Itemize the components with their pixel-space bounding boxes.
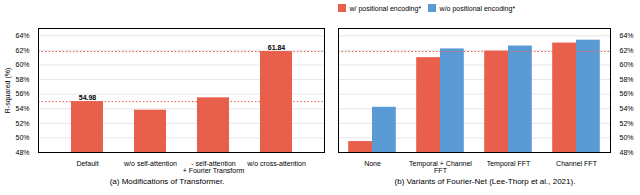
svg-text:w/o self-attention: w/o self-attention <box>123 160 177 167</box>
svg-text:- self-attention+ Fourier Tran: - self-attention+ Fourier Transform <box>183 160 245 174</box>
svg-text:48%: 48% <box>15 149 29 156</box>
svg-text:w/o cross-attention: w/o cross-attention <box>246 160 306 167</box>
svg-text:50%: 50% <box>15 134 29 141</box>
svg-text:64%: 64% <box>620 32 634 39</box>
svg-text:62%: 62% <box>620 47 634 54</box>
svg-text:Default: Default <box>76 160 98 167</box>
html-text:(b) Variants of Fourier-Net (L: (b) Variants of Fourier-Net (Lee-Thorp e… <box>394 177 576 186</box>
svg-text:Temporal FFT: Temporal FFT <box>487 160 531 168</box>
html-text:w/ positional encoding*: w/ positional encoding* <box>349 4 422 12</box>
svg-text:54%: 54% <box>15 105 29 112</box>
svg-text:Temporal + ChannelFFT: Temporal + ChannelFFT <box>409 160 472 174</box>
svg-text:48%: 48% <box>620 149 634 156</box>
svg-text:52%: 52% <box>15 120 29 127</box>
svg-text:None: None <box>364 160 381 167</box>
svg-text:56%: 56% <box>15 90 29 97</box>
svg-text:64%: 64% <box>15 32 29 39</box>
svg-text:60%: 60% <box>620 61 634 68</box>
svg-text:60%: 60% <box>15 61 29 68</box>
svg-text:54%: 54% <box>620 105 634 112</box>
svg-text:58%: 58% <box>620 76 634 83</box>
svg-text:56%: 56% <box>620 90 634 97</box>
svg-text:Channel FFT: Channel FFT <box>556 160 598 167</box>
svg-text:61.84: 61.84 <box>268 44 286 51</box>
html-text:(a) Modifications of Transform: (a) Modifications of Transformer. <box>109 177 225 186</box>
svg-text:62%: 62% <box>15 47 29 54</box>
html-text:w/o positional encoding*: w/o positional encoding* <box>439 4 516 12</box>
svg-text:50%: 50% <box>620 134 634 141</box>
svg-text:R-squared (%): R-squared (%) <box>4 68 12 114</box>
svg-text:52%: 52% <box>620 120 634 127</box>
svg-text:54.98: 54.98 <box>79 94 97 101</box>
svg-text:58%: 58% <box>15 76 29 83</box>
